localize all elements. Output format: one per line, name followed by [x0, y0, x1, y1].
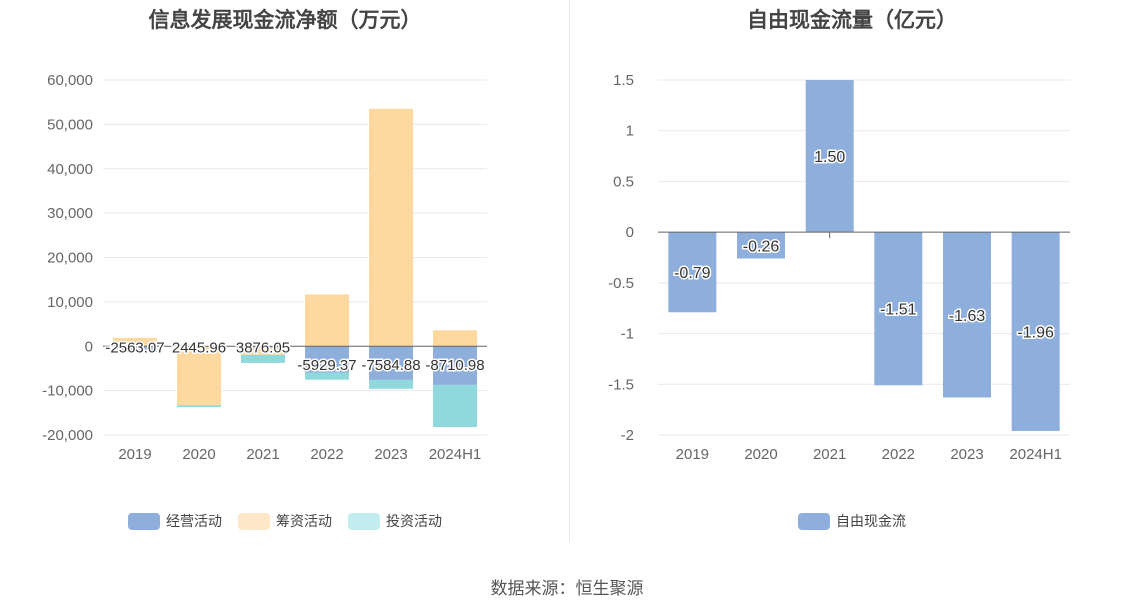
- bar: [433, 330, 477, 347]
- y-tick-label: -20,000: [42, 427, 93, 444]
- data-label: 1.50: [814, 149, 845, 166]
- bar: [177, 346, 221, 406]
- bar: [369, 108, 413, 347]
- legend-item-free-cashflow[interactable]: 自由现金流: [798, 511, 906, 531]
- bar: [943, 232, 991, 398]
- y-tick-label: 60,000: [47, 72, 93, 89]
- chart-legend: 经营活动 筹资活动 投资活动: [0, 511, 570, 531]
- cashflow-net-chart: 60,000 50,000 40,000 30,000 20,000 10,000 0 -10…: [42, 72, 487, 463]
- data-label: -0.79: [674, 265, 711, 282]
- bar: [177, 405, 221, 408]
- y-tick-label: 10,000: [47, 294, 93, 311]
- free-cashflow-chart: 1.5 1 0.5 0 -0.5 -1 -1.5 -2 2019 2020 2021 2022 2023…: [608, 72, 1070, 463]
- y-tick-label: 0.5: [613, 173, 634, 190]
- legend-swatch: [128, 512, 160, 530]
- bar: [369, 379, 413, 389]
- y-tick-label: 30,000: [47, 205, 93, 222]
- y-tick-label: -0.5: [608, 275, 634, 292]
- bar: [805, 80, 854, 233]
- data-label: 2445.96: [172, 339, 226, 356]
- x-tick-label: 2020: [744, 446, 777, 463]
- free-cashflow-chart-panel: 自由现金流量（亿元） 1.5 1 0.5 0 -0.5 -1 -1.5 -2 2019 2020 2…: [570, 0, 1134, 560]
- bar: [305, 372, 349, 380]
- x-tick-label: 2022: [882, 446, 915, 463]
- bar: [241, 346, 285, 348]
- y-tick-label: 1: [626, 123, 634, 140]
- x-tick-label: 2020: [182, 446, 215, 463]
- x-tick-label: 2021: [813, 446, 846, 463]
- bar: [1011, 232, 1060, 431]
- y-tick-label: 0: [85, 338, 93, 355]
- x-tick-label: 2021: [246, 446, 279, 463]
- data-label: -1.51: [880, 302, 917, 319]
- bar: [305, 346, 349, 373]
- data-label: -0.26: [743, 238, 780, 255]
- data-label: -8710.98: [425, 357, 484, 374]
- legend-swatch: [348, 512, 380, 530]
- chart-title: 自由现金流量（亿元）: [747, 9, 957, 32]
- bar: [241, 354, 285, 363]
- bar: [874, 232, 923, 386]
- data-label: -2563.07: [105, 339, 164, 356]
- bar: [737, 232, 785, 259]
- legend-item-investing[interactable]: 投资活动: [348, 511, 442, 531]
- bar: [113, 337, 157, 347]
- bar: [241, 347, 285, 355]
- data-label: -5929.37: [297, 357, 356, 374]
- cashflow-net-chart-panel: 信息发展现金流净额（万元） 60,000 50,000 40,000 30,000 20…: [0, 0, 570, 560]
- x-tick-label: 2023: [950, 446, 983, 463]
- data-label: -1.96: [1017, 325, 1054, 342]
- legend-label: 筹资活动: [276, 513, 332, 529]
- chart-legend: 自由现金流: [570, 511, 1134, 531]
- y-tick-label: -2: [621, 427, 634, 444]
- legend-item-operating[interactable]: 经营活动: [128, 511, 222, 531]
- y-tick-label: 20,000: [47, 250, 93, 267]
- y-tick-label: 50,000: [47, 116, 93, 133]
- x-tick-label: 2024H1: [1009, 446, 1062, 463]
- x-tick-label: 2019: [118, 446, 151, 463]
- y-tick-label: -10,000: [42, 383, 93, 400]
- legend-swatch: [238, 512, 270, 530]
- y-tick-label: -1.5: [608, 376, 634, 393]
- y-tick-label: 1.5: [613, 72, 634, 89]
- bar: [433, 384, 477, 428]
- y-tick-label: 0: [626, 224, 634, 241]
- bar: [113, 346, 157, 350]
- y-tick-label: 40,000: [47, 161, 93, 178]
- y-tick-label: -1: [621, 326, 634, 343]
- data-source: 数据来源：恒生聚源: [490, 579, 644, 598]
- x-tick-label: 2019: [676, 446, 709, 463]
- bar: [668, 232, 717, 313]
- legend-swatch: [798, 512, 830, 530]
- bar: [369, 346, 413, 380]
- legend-item-financing[interactable]: 筹资活动: [238, 511, 332, 531]
- chart-title: 信息发展现金流净额（万元）: [148, 9, 422, 32]
- data-label: 3876.05: [236, 339, 290, 356]
- data-label: -1.63: [949, 308, 986, 325]
- panel-divider: [569, 0, 570, 542]
- bar: [433, 346, 477, 385]
- legend-label: 投资活动: [386, 513, 442, 529]
- bar: [305, 294, 349, 347]
- x-tick-label: 2023: [374, 446, 407, 463]
- legend-label: 自由现金流: [836, 513, 906, 529]
- data-label: -7584.88: [361, 357, 420, 374]
- bar: [113, 349, 157, 353]
- legend-label: 经营活动: [166, 513, 222, 529]
- x-tick-label: 2024H1: [429, 446, 482, 463]
- x-tick-label: 2022: [310, 446, 343, 463]
